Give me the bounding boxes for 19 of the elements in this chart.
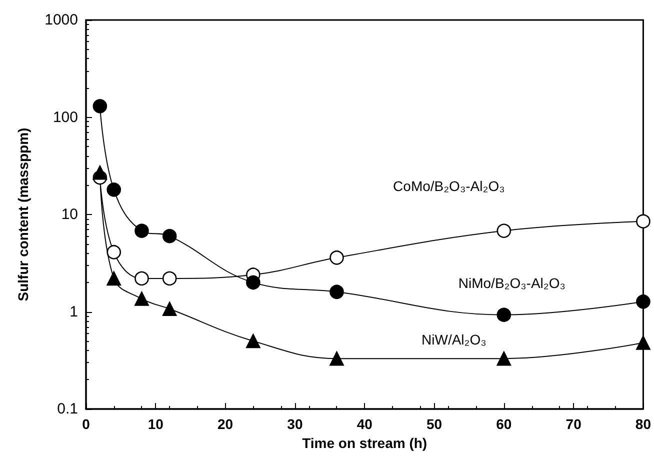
series-label: NiMo/B₂O₃-Al₂O₃ [458,274,566,291]
x-tick-label: 30 [287,416,303,432]
y-axis-title: Sulfur content (massppm) [15,128,31,302]
y-tick-label: 10 [61,206,78,223]
x-tick-label: 40 [356,416,373,432]
series-label: NiW/Al₂O₃ [422,332,486,348]
x-tick-label: 70 [566,416,582,432]
x-tick-label: 10 [148,416,164,432]
x-tick-label: 50 [426,416,442,432]
y-tick-label: 1 [70,303,78,320]
x-axis-title: Time on stream (h) [302,434,428,451]
y-tick-label: 100 [52,108,78,126]
x-tick-label: 80 [635,416,652,432]
y-tick-label: 0.1 [57,400,78,418]
text: CoMo/B₂O₃-Al₂O₃ [393,178,505,194]
x-tick-label: 0 [82,416,90,432]
x-tick-label: 60 [496,416,512,432]
y-tick-label: 1000 [44,12,78,28]
x-tick-label: 20 [218,416,234,432]
